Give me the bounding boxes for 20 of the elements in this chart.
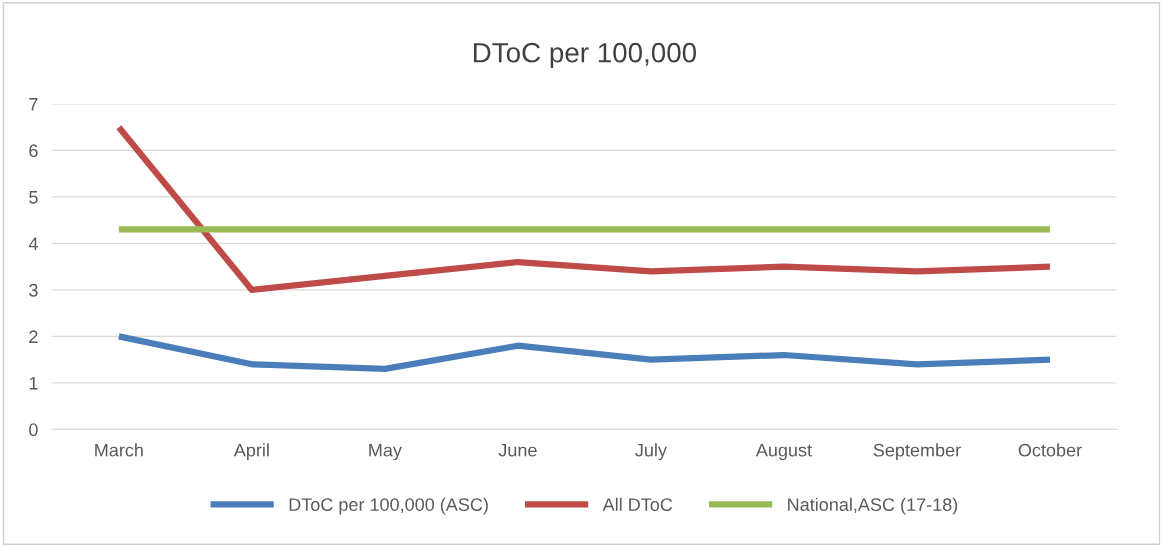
legend-label: All DToC: [602, 497, 673, 511]
x-tick-label: April: [233, 443, 269, 461]
y-tick-label: 6: [29, 144, 38, 158]
x-tick-label: September: [873, 443, 961, 461]
y-tick-label: 4: [28, 237, 38, 250]
x-tick-label: June: [498, 443, 537, 457]
x-tick-label: July: [635, 443, 667, 461]
x-tick-label: August: [755, 443, 812, 461]
legend-label: DToC per 100,000 (ASC): [289, 497, 488, 515]
y-tick-label: 2: [29, 330, 38, 343]
chart-title: DToC per 100,000: [473, 42, 697, 69]
x-tick-label: May: [369, 443, 402, 461]
y-tick-label: 0: [29, 423, 38, 437]
y-tick-label: 7: [29, 98, 38, 111]
x-tick-label: March: [95, 443, 143, 457]
legend-label: National,ASC (17-18): [788, 497, 958, 515]
x-tick-label: October: [1018, 443, 1082, 457]
y-tick-label: 3: [29, 283, 38, 297]
y-tick-label: 5: [29, 191, 38, 204]
y-tick-label: 1: [29, 377, 38, 390]
